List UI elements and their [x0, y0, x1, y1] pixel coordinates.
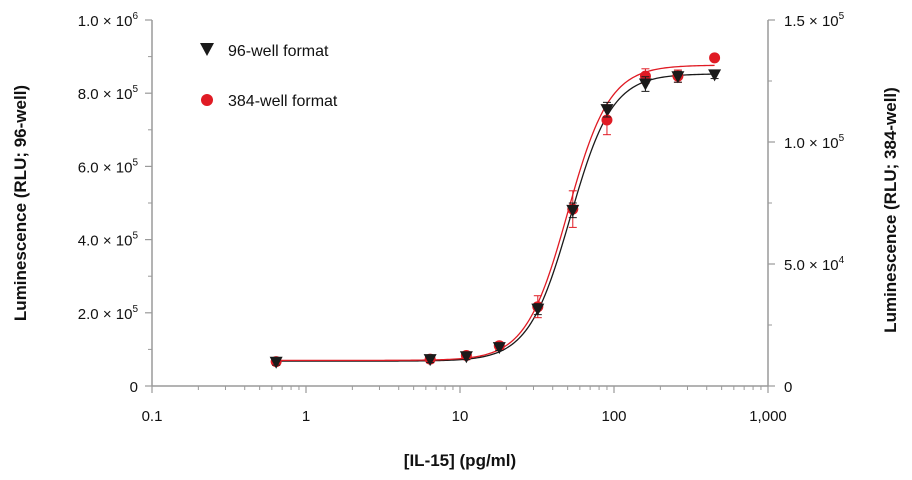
legend-marker-384-well [201, 94, 213, 106]
left-y-tick-label: 4.0 × 105 [78, 231, 139, 250]
data-point-96-well-format [423, 354, 437, 367]
right-y-tick-label: 1.0 × 105 [784, 133, 845, 152]
legend-marker-96-well [200, 43, 214, 56]
legend: 96-well format 384-well format [200, 43, 338, 110]
right-y-tick-label: 0 [784, 379, 792, 396]
data-point-96-well-format [566, 204, 580, 217]
x-tick-label-1: 1 [302, 408, 310, 425]
x-axis-title: [IL-15] (pg/ml) [404, 451, 516, 470]
data-point-96-well-format [671, 71, 685, 84]
fit-curve-96-well-format [276, 73, 715, 362]
x-tick-label-1-000: 1,000 [749, 408, 787, 425]
left-y-tick-label: 1.0 × 106 [78, 11, 139, 30]
x-tick-label-100: 100 [601, 408, 626, 425]
right-y-tick-label: 1.5 × 105 [784, 11, 845, 30]
left-y-axis-ticks: 0 2.0 × 105 4.0 × 105 6.0 × 105 8.0 × 105 1.0… [78, 11, 152, 396]
x-tick-label-0-1: 0.1 [142, 408, 163, 425]
fit-curves [276, 64, 715, 362]
data-point-96-well-format [531, 303, 545, 316]
right-y-tick-label: 5.0 × 104 [784, 255, 845, 274]
left-y-tick-label: 6.0 × 105 [78, 157, 139, 176]
data-point-96-well-format [638, 78, 652, 91]
left-y-axis-title: Luminescence (RLU; 96-well) [11, 85, 30, 321]
x-tick-label-10: 10 [452, 408, 469, 425]
right-y-axis-title: Luminescence (RLU; 384-well) [881, 87, 900, 333]
data-point-96-well-format [708, 69, 722, 82]
left-y-tick-label: 8.0 × 105 [78, 84, 139, 103]
left-y-tick-label: 0 [130, 379, 138, 396]
left-y-tick-label: 2.0 × 105 [78, 304, 139, 323]
legend-label-96-well: 96-well format [228, 43, 329, 60]
legend-label-384-well: 384-well format [228, 93, 338, 110]
data-point-96-well-format [600, 104, 614, 117]
x-axis-ticks: 0.1 1 10 100 1,000 [142, 386, 787, 425]
data-point-96-well-format [269, 356, 283, 369]
data-point-96-well-format [492, 342, 506, 355]
data-point-96-well-format [459, 351, 473, 364]
fit-curve-384-well-format [276, 64, 715, 362]
data-points [269, 52, 722, 369]
data-point-384-well-format [709, 52, 721, 64]
right-y-axis-ticks: 0 5.0 × 104 1.0 × 105 1.5 × 105 [768, 11, 845, 396]
